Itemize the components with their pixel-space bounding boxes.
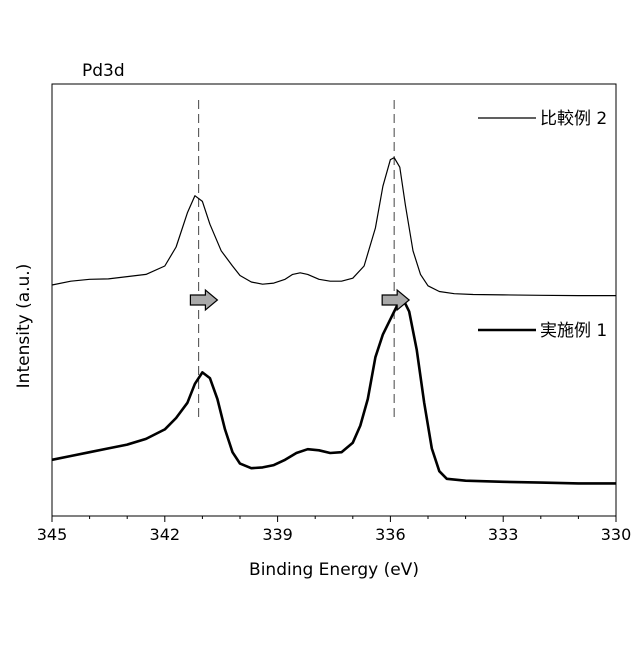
x-tick-label-2: 339 <box>262 525 293 544</box>
x-tick-label-0: 345 <box>37 525 68 544</box>
series-group <box>52 158 616 484</box>
x-tick-label-3: 336 <box>375 525 406 544</box>
series-line-0 <box>52 158 616 296</box>
x-ticks: 345 342 339 336 333 330 <box>37 516 632 544</box>
shift-arrow-0 <box>190 290 217 310</box>
x-axis-title: Binding Energy (eV) <box>249 560 419 580</box>
series-line-1 <box>52 300 616 483</box>
panel-label: Pd3d <box>82 61 125 81</box>
legend-label-0: 比較例 2 <box>540 109 607 129</box>
legend-label-1: 実施例 1 <box>540 321 607 341</box>
x-tick-label-4: 333 <box>488 525 519 544</box>
shift-arrows <box>190 290 409 310</box>
y-axis-title: Intensity (a.u.) <box>14 264 34 389</box>
x-tick-label-5: 330 <box>601 525 632 544</box>
plot-frame <box>52 84 616 516</box>
x-tick-label-1: 342 <box>150 525 181 544</box>
legend: 比較例 2 実施例 1 <box>478 109 607 341</box>
